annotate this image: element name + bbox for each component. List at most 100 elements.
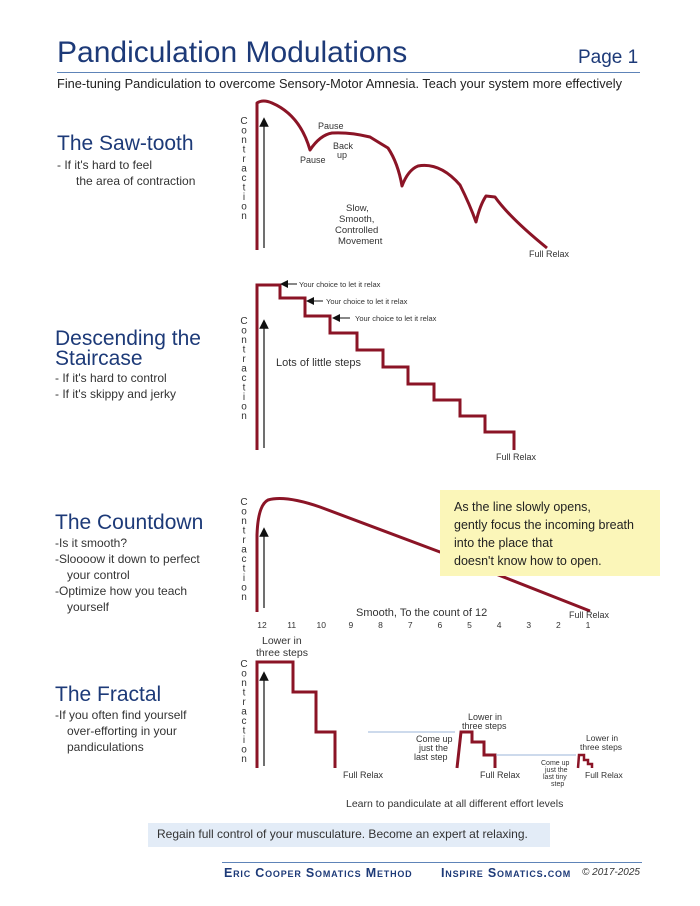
axis-letter: a: [241, 707, 247, 718]
page-number: Page 1: [578, 47, 639, 68]
fractal-come-tiny: just the: [544, 767, 568, 774]
countdown-title: The Countdown: [55, 511, 204, 534]
fractal-lower-big: Lower in: [262, 635, 302, 647]
axis-letter: t: [243, 383, 246, 394]
tagline-box: [148, 823, 550, 847]
countdown-desc-line: your control: [67, 568, 130, 582]
axis-letter: r: [242, 154, 246, 165]
fractal-come-up: Come up: [416, 734, 453, 744]
fractal-desc-line: pandiculations: [67, 740, 144, 754]
axis-letter: r: [242, 697, 246, 708]
count-label: 9: [349, 620, 354, 630]
callout-line: doesn't know how to open.: [454, 554, 602, 568]
axis-letter: t: [243, 688, 246, 699]
axis-letter: c: [242, 373, 247, 384]
staircase-description: - If it's hard to control - If it's skip…: [55, 370, 176, 402]
axis-letter: c: [242, 173, 247, 184]
axis-letter: a: [241, 164, 247, 175]
footer-site: Inspire Somatics.com: [441, 866, 572, 880]
sawtooth-slow-label: Movement: [338, 236, 383, 247]
fractal-small-curve: [576, 753, 594, 769]
axis-letter: i: [243, 392, 245, 403]
countdown-count-labels: 12 11 10 9 8 7 6 5 4 3 2 1: [257, 620, 590, 630]
count-label: 6: [437, 620, 442, 630]
axis-letter: i: [243, 735, 245, 746]
axis-letter: n: [241, 516, 247, 527]
callout-line: gently focus the incoming breath: [454, 518, 634, 532]
axis-letter: r: [242, 354, 246, 365]
staircase-desc-line: - If it's skippy and jerky: [55, 387, 176, 401]
count-label: 3: [526, 620, 531, 630]
staircase-title-line2: Staircase: [55, 347, 143, 370]
countdown-smooth-label: Smooth, To the count of 12: [356, 607, 487, 619]
axis-letter: t: [243, 145, 246, 156]
axis-letter: C: [240, 497, 247, 508]
sawtooth-slow-label: Slow,: [346, 203, 369, 214]
fractal-come-up: last step: [414, 752, 448, 762]
axis-letter: t: [243, 183, 246, 194]
axis-letter: a: [241, 364, 247, 375]
staircase-steps-label: Lots of little steps: [276, 357, 361, 369]
axis-letter: C: [240, 116, 247, 127]
countdown-description: -Is it smooth? -Sloooow it down to perfe…: [55, 535, 200, 615]
axis-letter: o: [241, 202, 247, 213]
countdown-desc-line: -Is it smooth?: [55, 536, 128, 550]
axis-letter: r: [242, 535, 246, 546]
axis-letter: t: [243, 345, 246, 356]
axis-letter: o: [241, 507, 247, 518]
fractal-come-tiny: Come up: [541, 760, 570, 767]
count-label: 10: [317, 620, 327, 630]
axis-letter: o: [241, 669, 247, 680]
fractal-full-relax-3: Full Relax: [585, 770, 624, 780]
staircase-curve: [255, 283, 516, 450]
sawtooth-slow-label: Smooth,: [339, 214, 374, 225]
axis-letter: o: [241, 583, 247, 594]
sawtooth-title: The Saw-tooth: [57, 132, 194, 155]
axis-letter: n: [241, 211, 247, 222]
count-label: 12: [257, 620, 267, 630]
staircase-choice-2: Your choice to let it relax: [326, 297, 408, 306]
fractal-lower-big: three steps: [256, 647, 308, 659]
sawtooth-pause-bottom: Pause: [300, 155, 326, 165]
fractal-come-tiny: last tiny: [543, 774, 567, 781]
sawtooth-back-up: Back: [333, 141, 354, 151]
axis-letter: i: [243, 192, 245, 203]
fractal-lower-small: Lower in: [586, 733, 618, 743]
countdown-full-relax: Full Relax: [569, 610, 610, 620]
count-label: 5: [467, 620, 472, 630]
sawtooth-desc-line: - If it's hard to feel: [57, 158, 152, 172]
axis-letter: c: [242, 554, 247, 565]
axis-letter: o: [241, 326, 247, 337]
fractal-come-up: just the: [418, 743, 448, 753]
count-label: 11: [287, 620, 296, 630]
page-title: Pandiculation Modulations: [57, 36, 408, 69]
axis-letter: t: [243, 726, 246, 737]
axis-letter: C: [240, 316, 247, 327]
axis-letter: o: [241, 402, 247, 413]
tagline: Regain full control of your musculature.…: [157, 827, 528, 841]
axis-letter: n: [241, 135, 247, 146]
axis-letter: a: [241, 545, 247, 556]
axis-letter: n: [241, 678, 247, 689]
callout-line: As the line slowly opens,: [454, 500, 591, 514]
sawtooth-slow-label: Controlled: [335, 225, 378, 236]
fractal-description: -If you often find yourself over-efforti…: [55, 707, 186, 755]
countdown-curve: [255, 497, 591, 613]
fractal-full-relax-1: Full Relax: [343, 770, 384, 780]
footer-brand: Eric Cooper Somatics Method: [224, 866, 413, 880]
footer-divider: [222, 862, 642, 863]
staircase-choice-3: Your choice to let it relax: [355, 314, 437, 323]
sawtooth-pause-top: Pause: [318, 121, 344, 131]
fractal-lower-mid: three steps: [462, 721, 507, 731]
fractal-big-curve: [255, 660, 337, 768]
axis-letter: n: [241, 754, 247, 765]
footer-copyright: © 2017-2025: [582, 867, 640, 878]
fractal-learn-label: Learn to pandiculate at all different ef…: [346, 798, 563, 810]
